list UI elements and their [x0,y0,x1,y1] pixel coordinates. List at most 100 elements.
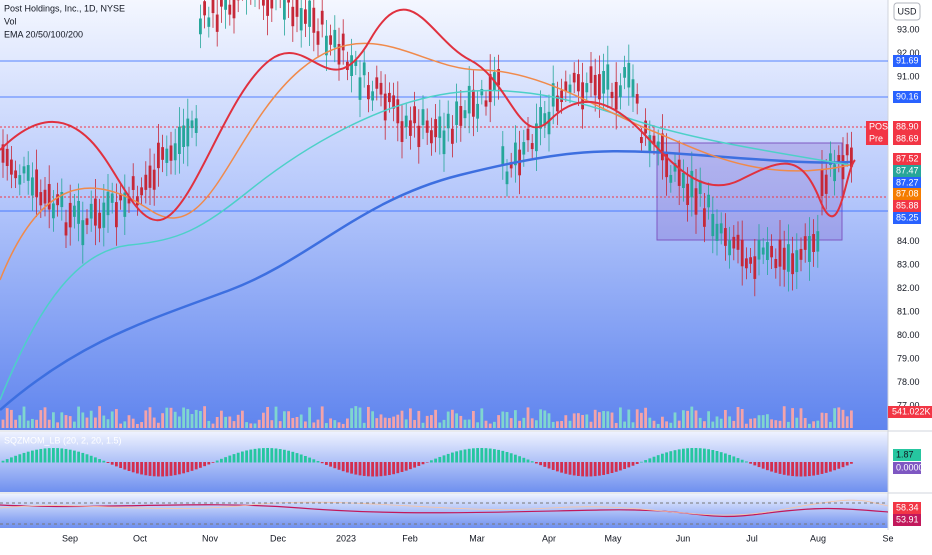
momentum-bar [367,462,370,476]
volume-bar [48,420,51,428]
volume-bar [644,408,647,428]
momentum-bar [157,462,160,476]
momentum-bar [543,462,546,467]
momentum-bar [296,453,299,462]
momentum-bar [186,462,189,472]
candle [632,79,635,97]
momentum-bar [325,462,328,465]
momentum-bar [195,462,198,469]
volume-bar [283,411,286,428]
volume-bar [552,422,555,428]
momentum-bar [291,452,294,463]
volume-bar [350,408,353,428]
candle [598,74,601,99]
momentum-bar [598,462,601,476]
momentum-bar [833,462,836,470]
candle [594,75,597,95]
volume-bar [401,411,404,428]
momentum-bar [94,457,97,462]
time-label: Dec [270,533,287,543]
candle [669,175,672,183]
volume-bar [556,421,559,428]
momentum-bar [489,449,492,463]
momentum-bar [783,462,786,475]
momentum-bar [573,462,576,475]
volume-bar [758,415,761,428]
volume-bar [430,415,433,428]
volume-bar [720,419,723,428]
momentum-bar [808,462,811,476]
candle [661,133,664,160]
volume-bar [233,421,236,428]
momentum-bar [648,458,651,462]
momentum-bar [304,456,307,462]
volume-bar [606,411,609,428]
momentum-bar [548,462,551,468]
volume-bar [359,408,362,428]
momentum-bar [191,462,194,471]
volume-bar [375,418,378,428]
price-label: 78.00 [897,377,920,387]
volume-bar [363,423,366,428]
momentum-bar [270,448,273,462]
price-label: 83.00 [897,259,920,269]
momentum-bar [254,449,257,463]
candle [18,175,21,184]
volume-bar [737,407,740,428]
momentum-bar [279,449,282,462]
volume-bar [317,420,320,428]
volume-bar [774,420,777,428]
volume-bar [690,407,693,428]
momentum-bar [657,455,660,462]
momentum-bar [81,453,84,463]
volume-bar [149,407,152,428]
momentum-bar [804,462,807,476]
candle [623,67,626,78]
candle [821,169,824,196]
currency[interactable]: USD [897,6,917,16]
volume-bar [728,416,731,428]
momentum-bar [178,462,181,474]
volume-bar [65,415,68,428]
candle [149,166,152,188]
volume-bar [611,413,614,428]
time-label: Nov [202,533,219,543]
momentum-bar [800,462,803,476]
momentum-bar [577,462,580,476]
momentum-bar [69,450,72,463]
badge-label: Pre [869,133,883,143]
momentum-bar [262,448,265,462]
candle [283,0,286,20]
momentum-bar [39,449,42,463]
volume-bar [472,411,475,428]
momentum-bar [182,462,185,473]
momentum-bar [287,451,290,463]
volume-bar [216,417,219,428]
momentum-bar [779,462,782,474]
candle [812,234,815,252]
volume-bar [10,410,13,428]
volume-bar [632,422,635,428]
volume-bar [275,407,278,428]
momentum-bar [312,459,315,462]
volume-bar [132,419,135,428]
volume-bar [724,410,727,428]
volume-bar [800,408,803,428]
candle [52,203,55,218]
candle [443,131,446,155]
momentum-bar [732,456,735,462]
candle [191,120,194,128]
volume-bar [657,424,660,428]
volume-bar [333,420,336,428]
momentum-bar [136,462,139,473]
momentum-bar [816,462,819,475]
volume-bar [342,424,345,428]
candle [396,99,399,123]
volume-bar [182,408,185,428]
momentum-bar [102,461,105,463]
candle [426,121,429,133]
momentum-bar [829,462,832,472]
candle [413,106,416,123]
candle [6,149,9,166]
candle [186,119,189,147]
